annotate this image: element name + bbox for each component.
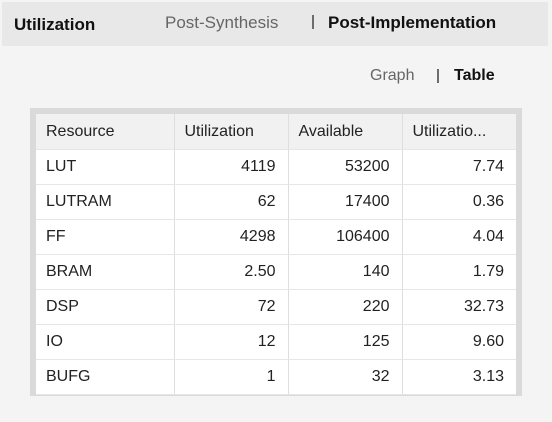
cell-utilization: 1 xyxy=(174,359,289,395)
table-row[interactable]: IO 12 125 9.60 xyxy=(36,324,516,360)
column-header-available[interactable]: Available xyxy=(288,114,403,150)
table-header-row: Resource Utilization Available Utilizati… xyxy=(36,114,516,150)
cell-available: 53200 xyxy=(288,149,403,185)
cell-resource: BUFG xyxy=(36,359,175,395)
cell-resource: LUT xyxy=(36,149,175,185)
table-row[interactable]: LUTRAM 62 17400 0.36 xyxy=(36,184,516,220)
table-row[interactable]: FF 4298 106400 4.04 xyxy=(36,219,516,255)
table-row[interactable]: LUT 4119 53200 7.74 xyxy=(36,149,516,185)
tab-post-synthesis[interactable]: Post-Synthesis xyxy=(165,13,279,32)
cell-utilization-percent: 3.13 xyxy=(402,359,516,395)
cell-available: 106400 xyxy=(288,219,403,255)
tab-separator xyxy=(312,15,314,29)
cell-utilization: 12 xyxy=(174,324,289,360)
column-header-utilization[interactable]: Utilization xyxy=(174,114,289,150)
cell-utilization-percent: 1.79 xyxy=(402,254,516,290)
column-header-utilization-percent[interactable]: Utilizatio... xyxy=(402,114,516,150)
cell-resource: IO xyxy=(36,324,175,360)
cell-resource: LUTRAM xyxy=(36,184,175,220)
utilization-table-frame: Resource Utilization Available Utilizati… xyxy=(30,108,522,396)
view-table-link[interactable]: Table xyxy=(454,67,495,84)
table-row[interactable]: BRAM 2.50 140 1.79 xyxy=(36,254,516,290)
cell-utilization: 4119 xyxy=(174,149,289,185)
view-separator xyxy=(437,69,439,83)
table-row[interactable]: BUFG 1 32 3.13 xyxy=(36,359,516,395)
cell-resource: BRAM xyxy=(36,254,175,290)
cell-utilization-percent: 9.60 xyxy=(402,324,516,360)
column-header-resource[interactable]: Resource xyxy=(36,114,175,150)
cell-utilization: 72 xyxy=(174,289,289,325)
cell-utilization-percent: 7.74 xyxy=(402,149,516,185)
cell-resource: FF xyxy=(36,219,175,255)
panel-header: Utilization Post-Synthesis Post-Implemen… xyxy=(2,2,548,46)
cell-utilization-percent: 32.73 xyxy=(402,289,516,325)
cell-utilization: 62 xyxy=(174,184,289,220)
cell-available: 125 xyxy=(288,324,403,360)
cell-utilization: 4298 xyxy=(174,219,289,255)
cell-available: 220 xyxy=(288,289,403,325)
cell-available: 32 xyxy=(288,359,403,395)
cell-utilization-percent: 0.36 xyxy=(402,184,516,220)
cell-available: 140 xyxy=(288,254,403,290)
cell-utilization: 2.50 xyxy=(174,254,289,290)
cell-utilization-percent: 4.04 xyxy=(402,219,516,255)
table-row[interactable]: DSP 72 220 32.73 xyxy=(36,289,516,325)
tab-post-implementation[interactable]: Post-Implementation xyxy=(328,13,497,32)
utilization-table: Resource Utilization Available Utilizati… xyxy=(36,114,516,395)
cell-available: 17400 xyxy=(288,184,403,220)
view-graph-link[interactable]: Graph xyxy=(370,67,415,84)
panel-title: Utilization xyxy=(14,15,96,34)
cell-resource: DSP xyxy=(36,289,175,325)
